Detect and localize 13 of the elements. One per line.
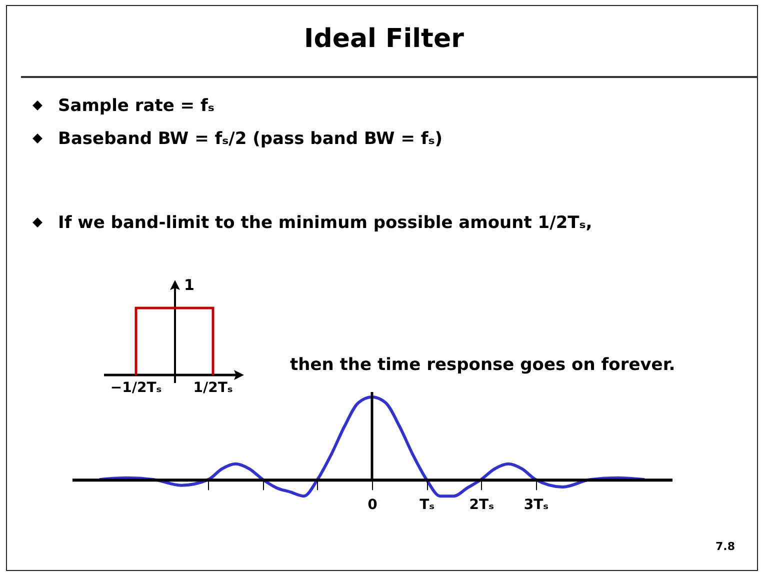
text: 1/2Tₛ [193,380,233,396]
x-tick-label: 0 [368,497,378,514]
text: Sample rate = fₛ [58,96,214,116]
x-tick-label: Tₛ [420,497,434,514]
text: then the time response goes on forever. [290,355,676,375]
x-tick-label: 2Tₛ [469,497,494,514]
text: Baseband BW = fₛ/2 (pass band BW = fₛ) [58,129,442,149]
x-tick-label: 3Tₛ [524,497,548,514]
chart-title: Ideal Filter [303,24,465,54]
text: 7.8 [716,540,735,553]
text: If we band-limit to the minimum possible amount 1/2Tₛ, [58,213,592,233]
text: −1/2Tₛ [110,380,162,396]
text: 1 [184,276,194,294]
